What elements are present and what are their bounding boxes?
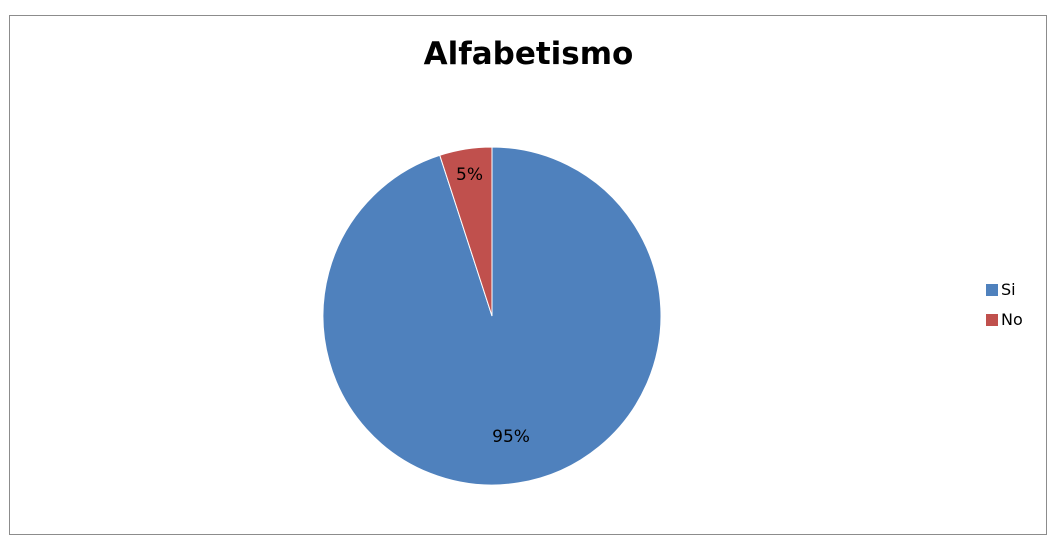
- legend-label-no: No: [1001, 310, 1023, 329]
- legend-item-si: Si: [986, 281, 1023, 298]
- data-label-si: 95%: [492, 427, 530, 447]
- pie-slice-no: [439, 146, 493, 317]
- legend-swatch-si: [986, 283, 998, 296]
- pie-slice-si: [322, 146, 662, 486]
- chart-legend: Si No: [986, 281, 1023, 341]
- chart-title: Alfabetismo: [423, 36, 634, 72]
- legend-swatch-no: [986, 313, 998, 326]
- legend-item-no: No: [986, 311, 1023, 328]
- data-label-no: 5%: [456, 165, 483, 185]
- legend-label-si: Si: [1001, 280, 1016, 299]
